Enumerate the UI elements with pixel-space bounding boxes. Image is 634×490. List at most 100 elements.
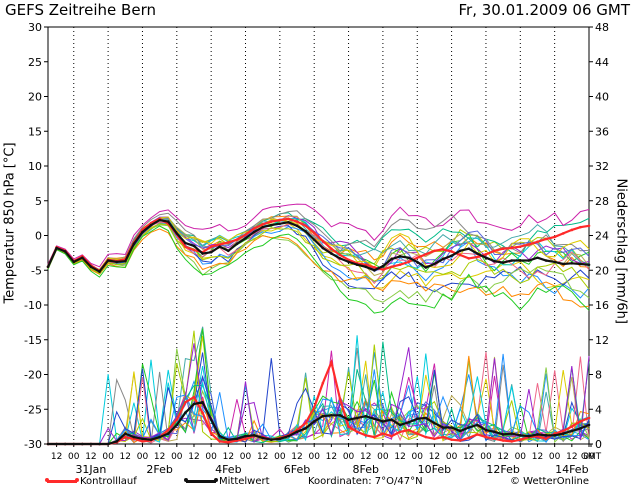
precip-mean-line-point	[441, 426, 445, 429]
precip-control-line-point	[123, 435, 127, 439]
temperature-mean-line-point	[158, 218, 161, 222]
temperature-control-line-point	[424, 252, 428, 256]
temperature-mean-line	[46, 219, 590, 274]
precip-control-line-point	[321, 381, 325, 385]
precip-control-line-point	[338, 397, 342, 401]
temperature-control-line-point	[192, 248, 196, 252]
precip-control-line-point	[347, 425, 350, 428]
temperature-mean-line-point	[484, 256, 488, 260]
temperature-control-line-point	[304, 224, 307, 228]
temperature-mean-line-point	[330, 252, 333, 255]
precip-mean-line-point	[381, 420, 385, 423]
precip-control-line-point	[381, 432, 385, 435]
precip-member-line	[48, 368, 590, 445]
y-tick-label-left: 0	[35, 230, 42, 243]
temperature-mean-line-point	[175, 232, 179, 235]
y-tick-label-left: 10	[28, 160, 42, 173]
precip-mean-line-point	[312, 420, 316, 423]
x-tick-label: 12	[257, 452, 268, 462]
y-tick-label-left: 5	[35, 195, 42, 208]
precip-control-line-point	[373, 435, 376, 439]
temperature-control-line-point	[287, 217, 290, 221]
temperature-mean-line-point	[338, 257, 342, 260]
temperature-mean-line-point	[184, 241, 187, 245]
precip-mean-line-point	[338, 414, 342, 417]
y-tick-label-left: 25	[28, 56, 42, 69]
temperature-control-line-point	[561, 232, 565, 235]
x-date-label: 6Feb	[284, 463, 310, 476]
temperature-mean-line-point	[269, 223, 273, 227]
precip-mean-line-point	[321, 414, 325, 418]
x-date-label: 2Feb	[146, 463, 172, 476]
temperature-control-line-point	[527, 243, 531, 246]
precip-mean-line-point	[46, 442, 50, 446]
precip-control-line-point	[519, 438, 522, 441]
temperature-mean-line-point	[553, 260, 556, 264]
x-tick-label: 00	[549, 452, 561, 462]
temperature-mean-line-point	[132, 242, 136, 246]
precip-control-line-point	[570, 425, 574, 428]
precip-mean-line-point	[579, 427, 582, 430]
temperature-control-line-point	[364, 263, 368, 266]
precip-mean-line-point	[72, 442, 76, 446]
x-tick-label: 00	[102, 452, 114, 462]
temperature-mean-line-point	[201, 252, 204, 255]
precip-mean-line-point	[166, 432, 170, 435]
temperature-mean-line-point	[527, 259, 531, 262]
precip-mean-line-point	[407, 420, 410, 424]
temperature-mean-line-point	[141, 230, 144, 234]
temperature-mean-line-point	[312, 238, 316, 241]
y-tick-label-right: 28	[595, 195, 609, 208]
x-tick-label: 00	[343, 452, 355, 462]
precip-mean-line	[48, 401, 590, 446]
x-date-label: 10Feb	[418, 463, 451, 476]
x-tick-label: 12	[291, 452, 302, 462]
temperature-mean-line-point	[72, 260, 76, 264]
precip-control-line-point	[501, 439, 505, 442]
temperature-control-line-point	[544, 237, 548, 241]
precip-mean-line-point	[209, 418, 213, 421]
temperature-mean-line-point	[424, 266, 428, 269]
temperature-control-line-point	[218, 243, 222, 246]
temperature-mean-line-point	[106, 259, 110, 262]
precip-control-line-point	[441, 435, 445, 439]
temperature-control-line-point	[501, 247, 505, 251]
y-tick-label-right: 12	[595, 334, 609, 347]
temperature-mean-line-point	[510, 259, 514, 262]
precip-control-line-point	[218, 440, 222, 443]
temperature-mean-line-point	[166, 220, 170, 223]
precip-mean-line-point	[149, 438, 153, 441]
temperature-mean-line-point	[407, 256, 410, 260]
temperature-mean-line-point	[467, 247, 471, 251]
precip-control-line-point	[209, 432, 213, 435]
temperature-control-line-point	[570, 228, 574, 232]
temperature-control-line-point	[252, 227, 256, 230]
x-tick-label: 00	[205, 452, 217, 462]
temperature-control-line-point	[398, 263, 402, 266]
temperature-mean-line-point	[218, 245, 222, 248]
precip-control-line-point	[304, 421, 307, 425]
precip-mean-line-point	[458, 429, 462, 433]
temperature-mean-line-point	[244, 236, 247, 240]
temperature-control-line-point	[519, 245, 522, 248]
precip-control-line-point	[166, 428, 170, 432]
x-date-label: 4Feb	[215, 463, 241, 476]
precip-mean-line-point	[330, 414, 333, 417]
x-date-label: 8Feb	[352, 463, 378, 476]
temperature-control-line-point	[433, 249, 436, 253]
x-date-label: 14Feb	[555, 463, 588, 476]
x-tick-label: 00	[137, 452, 149, 462]
precip-mean-line-point	[373, 417, 376, 421]
y-tick-label-right: 24	[595, 230, 609, 243]
precip-mean-line-point	[493, 430, 496, 434]
x-tick-label: 12	[394, 452, 405, 462]
precip-mean-line-point	[450, 426, 453, 429]
temperature-mean-line-point	[235, 242, 239, 246]
precip-mean-line-point	[55, 442, 58, 446]
legend-swatch-control	[45, 478, 79, 483]
y-tick-label-right: 4	[595, 403, 602, 416]
x-tick-label: 12	[120, 452, 131, 462]
temperature-mean-line-point	[63, 250, 67, 253]
precip-mean-line-point	[561, 432, 565, 435]
y-tick-label-right: 48	[595, 21, 609, 34]
